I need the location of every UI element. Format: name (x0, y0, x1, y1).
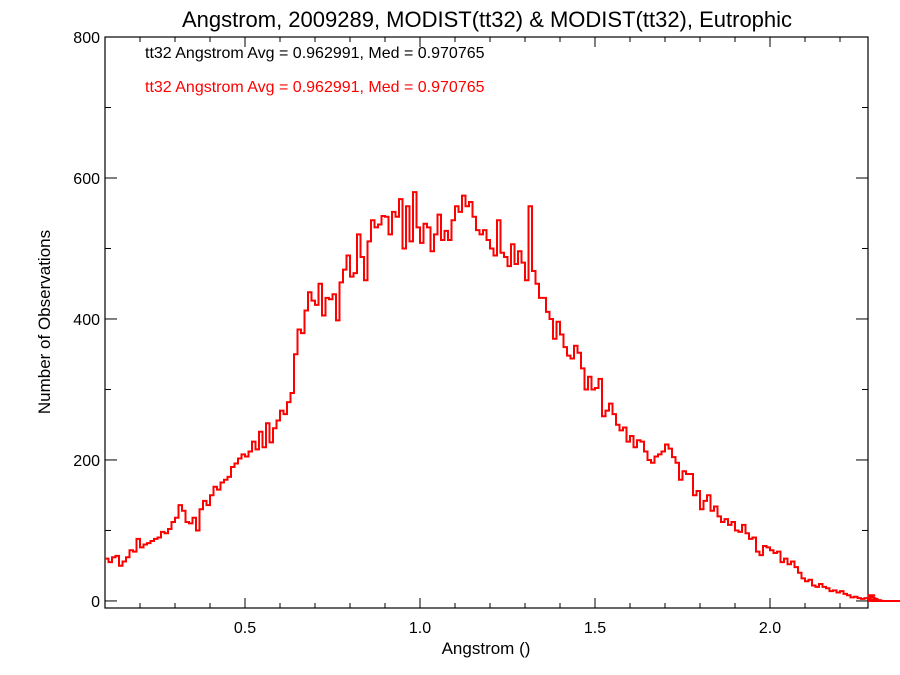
x-tick-label: 0.5 (234, 620, 256, 637)
histogram-series (105, 191, 900, 602)
annotation-red: tt32 Angstrom Avg = 0.962991, Med = 0.97… (145, 79, 485, 96)
axis-ticks: 0.5 1.0 1.5 2.0 0 200 400 600 800 (73, 30, 868, 637)
y-tick-label: 600 (73, 171, 100, 188)
y-axis-label: Number of Observations (35, 230, 54, 414)
plot-frame (104, 36, 869, 609)
x-tick-label: 2.0 (759, 620, 781, 637)
y-tick-label: 800 (73, 30, 100, 47)
y-tick-label: 200 (73, 453, 100, 470)
x-tick-label: 1.0 (409, 620, 431, 637)
annotation-black: tt32 Angstrom Avg = 0.962991, Med = 0.97… (145, 45, 485, 62)
x-axis-label: Angstrom () (442, 639, 531, 658)
x-tick-label: 1.5 (584, 620, 606, 637)
y-tick-label: 0 (91, 594, 100, 611)
chart-title: Angstrom, 2009289, MODIST(tt32) & MODIST… (182, 7, 792, 32)
y-tick-label: 400 (73, 312, 100, 329)
histogram-line (105, 191, 900, 602)
